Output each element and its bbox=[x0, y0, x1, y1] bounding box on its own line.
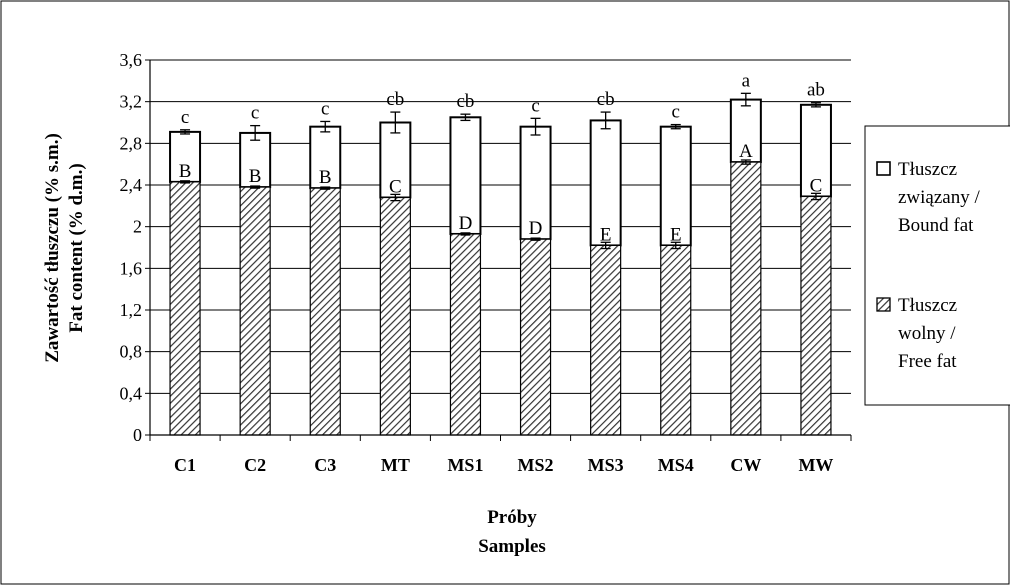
legend-label-bound-fat-line-3: Bound fat bbox=[898, 215, 974, 236]
free-letter-label: B bbox=[319, 167, 332, 188]
x-tick-label: MS3 bbox=[588, 455, 624, 475]
bar-free-fat-ms1 bbox=[449, 233, 482, 436]
free-letter-label: C bbox=[389, 177, 402, 198]
total-letter-label: c bbox=[672, 102, 680, 123]
y-tick-label: 2,8 bbox=[120, 133, 143, 153]
legend-label-bound-fat-line-2: związany / bbox=[898, 187, 980, 208]
y-tick-label: 0,4 bbox=[120, 383, 143, 403]
bars bbox=[169, 92, 832, 436]
bar-bound-fat-ms3 bbox=[589, 119, 622, 247]
y-tick-label: 0 bbox=[133, 425, 142, 445]
free-letter-label: E bbox=[600, 224, 612, 245]
axes: 0 0,4 0,8 1,2 1,6 2 2,4 2,8 3,2 3,6 bbox=[120, 50, 852, 445]
legend-label-free-fat-line-2: wolny / bbox=[898, 323, 956, 344]
free-letter-label: D bbox=[529, 218, 543, 239]
bar-free-fat-mw bbox=[800, 195, 832, 436]
free-letter-label: E bbox=[670, 224, 682, 245]
legend-label-bound-fat-line-1: Tłuszcz bbox=[898, 159, 957, 180]
bar-bound-fat-c2 bbox=[239, 131, 272, 189]
x-tick-label: CW bbox=[730, 455, 761, 475]
y-tick-label: 1,2 bbox=[120, 300, 143, 320]
x-tick-label: MS2 bbox=[518, 455, 554, 475]
y-tick-label: 3,6 bbox=[120, 50, 143, 70]
bar-free-fat-cw bbox=[730, 161, 762, 436]
y-tick-label: 2,4 bbox=[120, 175, 143, 195]
total-letter-label: c bbox=[181, 107, 189, 128]
bar-bound-fat-ms2 bbox=[519, 125, 552, 241]
bar-bound-fat-c3 bbox=[309, 125, 342, 190]
x-tick-label: C1 bbox=[174, 455, 196, 475]
bar-free-fat-ms3 bbox=[590, 244, 622, 436]
bar-free-fat-c1 bbox=[169, 181, 201, 436]
total-letter-label: cb bbox=[456, 91, 474, 112]
total-letter-label: c bbox=[251, 103, 259, 124]
x-tick-label: MW bbox=[798, 455, 833, 475]
x-tick-label: C3 bbox=[314, 455, 336, 475]
total-letter-label: cb bbox=[386, 89, 404, 110]
x-tick-label: MT bbox=[381, 455, 410, 475]
x-tick-label: MS1 bbox=[447, 455, 483, 475]
y-tick-label: 3,2 bbox=[120, 92, 143, 112]
free-letter-label: D bbox=[459, 213, 473, 234]
total-letter-label: c bbox=[531, 95, 539, 116]
bar-bound-fat-ms1 bbox=[449, 116, 482, 235]
bar-free-fat-ms2 bbox=[519, 238, 552, 436]
y-axis-title: Zawartość tłuszczu (% s.m.) Fat content … bbox=[42, 133, 87, 363]
y-axis-title-line-2: Fat content (% d.m.) bbox=[66, 163, 87, 332]
x-axis-title-line-2: Samples bbox=[478, 536, 546, 557]
bar-bound-fat-cw bbox=[729, 98, 762, 164]
free-letter-label: B bbox=[179, 161, 192, 182]
bar-free-fat-c2 bbox=[239, 186, 271, 436]
total-letter-label: a bbox=[742, 70, 751, 91]
labels: c B C1 c B C2 c B C3 cb C MT cb D MS1 c D MS2 cb E MS3 c E MS4 a… bbox=[174, 70, 833, 475]
bar-free-fat-ms4 bbox=[660, 244, 692, 436]
total-letter-label: cb bbox=[597, 89, 615, 110]
legend-label-free-fat-line-1: Tłuszcz bbox=[898, 295, 957, 316]
y-tick-label: 1,6 bbox=[120, 258, 143, 278]
y-tick-label: 0,8 bbox=[120, 342, 143, 362]
y-tick-label: 2 bbox=[133, 217, 142, 237]
y-axis-title-line-1: Zawartość tłuszczu (% s.m.) bbox=[42, 133, 63, 363]
legend-label-free-fat-line-3: Free fat bbox=[898, 351, 957, 372]
bar-free-fat-c3 bbox=[309, 187, 341, 436]
legend-swatch-free-fat bbox=[876, 297, 891, 312]
total-letter-label: c bbox=[321, 98, 329, 119]
free-letter-label: B bbox=[249, 166, 262, 187]
legend-swatch-bound-fat bbox=[876, 161, 891, 176]
free-letter-label: A bbox=[739, 141, 753, 162]
free-letter-label: C bbox=[810, 175, 823, 196]
bar-free-fat-mt bbox=[379, 196, 411, 436]
x-tick-label: MS4 bbox=[658, 455, 694, 475]
x-axis-title-line-1: Próby bbox=[487, 507, 537, 528]
total-letter-label: ab bbox=[807, 80, 825, 101]
legend: Tłuszcz związany / Bound fat Tłuszcz wol… bbox=[864, 125, 1010, 406]
x-tick-label: C2 bbox=[244, 455, 266, 475]
